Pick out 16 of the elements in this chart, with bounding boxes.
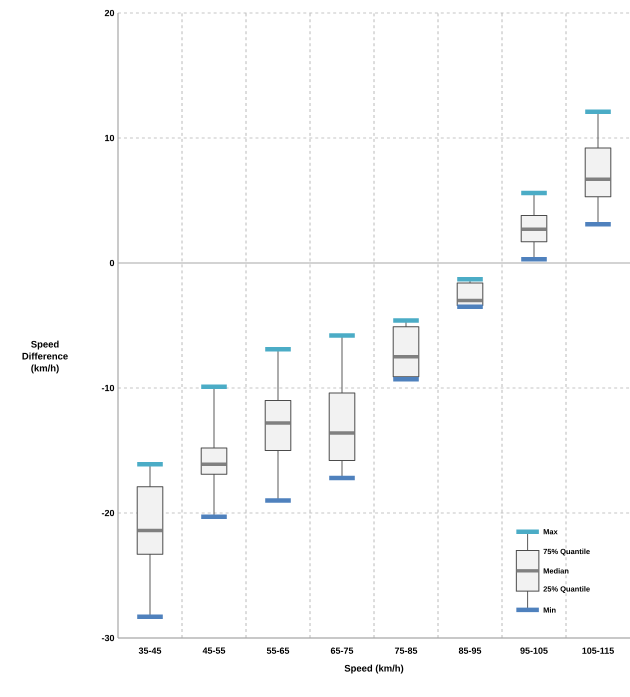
x-tick-label: 105-115 <box>582 647 614 654</box>
x-tick-label: 75-85 <box>394 647 418 654</box>
y-tick-label: -30 <box>102 634 114 642</box>
y-tick-label: -10 <box>102 384 114 392</box>
x-tick-label: 45-55 <box>202 647 226 654</box>
y-axis-title: Speed Difference (km/h) <box>22 340 68 374</box>
x-tick-label: 55-65 <box>266 647 290 654</box>
y-tick-label: 20 <box>104 10 114 16</box>
x-axis-title: Speed (km/h) <box>344 664 404 674</box>
x-tick-label: 65-75 <box>330 647 354 654</box>
y-tick-label: -20 <box>102 510 114 516</box>
x-tick-label: 85-95 <box>458 647 482 654</box>
y-tick-label: 0 <box>110 260 114 266</box>
y-tick-label: 10 <box>105 134 114 142</box>
x-tick-label: 35-45 <box>138 647 162 654</box>
x-tick-label: 95-105 <box>520 647 548 654</box>
